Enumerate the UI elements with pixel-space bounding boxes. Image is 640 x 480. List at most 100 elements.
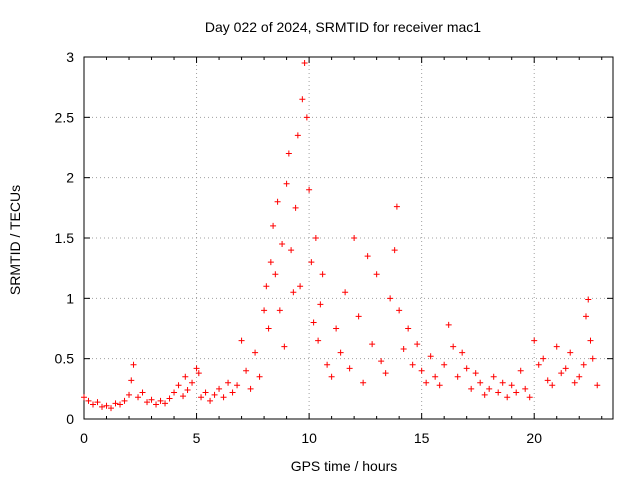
data-point [369,341,376,348]
data-point [495,389,502,396]
data-point [252,349,259,356]
data-point [373,271,380,278]
data-point [310,319,317,326]
data-point [256,373,263,380]
data-point [396,307,403,314]
data-point [121,397,128,404]
data-point [585,296,592,303]
data-point [531,337,538,344]
data-point [472,370,479,377]
data-point [405,325,412,332]
data-point [94,399,101,406]
y-tick-label: 1 [66,290,74,306]
data-point [342,289,349,296]
data-point [522,385,529,392]
data-point [81,394,87,401]
data-point [526,394,533,401]
data-point [445,321,452,328]
y-tick-label: 3 [66,49,74,65]
data-point [234,382,241,389]
data-point [272,271,279,278]
data-point [351,235,358,241]
data-point [328,373,335,380]
data-point [432,373,439,380]
data-point [112,400,119,407]
y-tick-label: 0.5 [55,351,75,367]
data-point [276,307,283,314]
grid-lines [84,57,613,419]
data-point [162,400,169,407]
data-point [580,361,587,368]
data-point [558,370,565,377]
data-point [99,403,106,410]
data-point [281,343,288,350]
y-tick-label: 1.5 [55,230,75,246]
data-point [540,355,547,362]
x-tick-label: 10 [301,430,317,446]
data-point [382,370,389,377]
data-point [288,247,295,254]
data-point [391,247,398,254]
data-point [544,377,551,384]
data-point [279,241,286,248]
data-point [454,373,461,380]
data-point [225,379,232,386]
data-point [303,114,310,121]
data-point [427,353,434,360]
data-point [166,395,173,402]
data-point [283,180,290,187]
x-tick-label: 5 [193,430,201,446]
data-point [182,373,189,380]
data-point [128,377,135,384]
data-point [567,349,574,356]
data-point [553,343,560,350]
data-point [103,402,110,409]
data-point [393,203,400,210]
data-point [243,367,250,374]
data-point [360,379,367,386]
data-point [400,346,407,353]
data-point [90,401,97,408]
data-point [317,301,324,308]
data-point [504,394,511,401]
data-point [418,367,425,374]
data-point [378,358,385,365]
data-point [157,397,164,404]
data-point [508,382,515,389]
data-point [477,379,484,386]
data-point [261,307,268,314]
chart-title: Day 022 of 2024, SRMTID for receiver mac… [205,19,481,35]
data-point [589,355,596,362]
data-point [468,385,475,392]
data-point [294,132,301,139]
data-point [513,389,520,396]
y-tick-label: 2 [66,170,74,186]
axis-ticks: 0 0.5 1 1.5 2 2.5 3 0 5 10 15 20 [55,49,613,446]
data-point [184,387,191,394]
data-point [576,373,583,380]
data-point [582,313,589,320]
data-point [414,341,421,348]
data-point [270,222,277,229]
data-point [274,198,281,205]
data-point [148,396,155,403]
data-point [312,235,319,241]
data-point [85,397,92,404]
data-point [387,295,394,302]
data-point [189,379,196,386]
data-point [285,150,292,157]
data-point [499,379,506,386]
data-point [238,337,245,344]
x-tick-label: 0 [80,430,88,446]
data-point [486,385,493,392]
data-point [562,365,569,372]
data-point [126,391,133,398]
data-point [450,343,457,350]
y-axis-label: SRMTID / TECUs [7,185,23,295]
y-tick-label: 0 [66,411,74,427]
data-point [130,361,137,368]
data-point [135,394,142,401]
data-point [459,349,466,356]
data-point [299,96,306,103]
